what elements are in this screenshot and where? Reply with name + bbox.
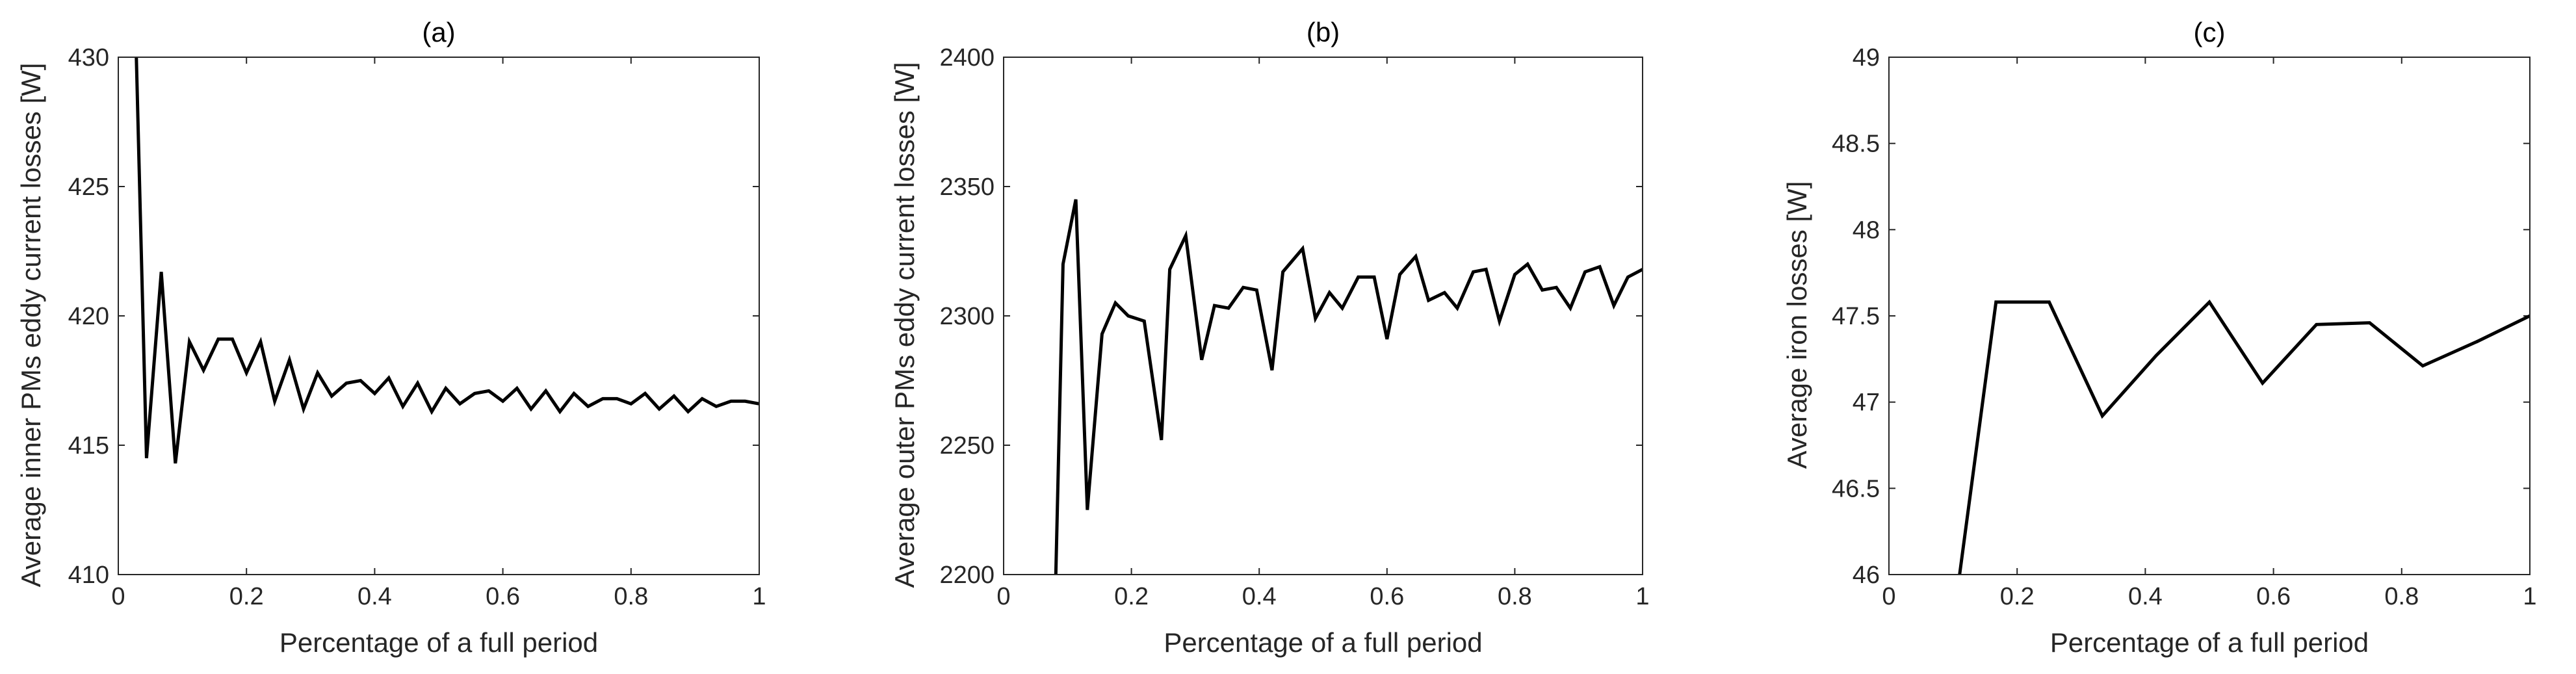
- x-tick-label: 0: [996, 583, 1010, 610]
- x-tick-label: 0: [111, 583, 125, 610]
- x-tick-label: 0.6: [1370, 583, 1404, 610]
- y-tick-label: 410: [68, 562, 109, 589]
- y-tick-label: 48: [1853, 216, 1880, 244]
- y-tick-label: 46: [1853, 562, 1880, 589]
- y-tick-label: 47.5: [1832, 303, 1880, 330]
- chart-title: (a): [422, 17, 455, 47]
- y-tick-label: 47: [1853, 389, 1880, 417]
- x-tick-label: 1: [1635, 583, 1649, 610]
- data-line: [1054, 199, 1643, 575]
- y-tick-label: 49: [1853, 44, 1880, 71]
- x-tick-label: 0.2: [2000, 583, 2035, 610]
- x-tick-label: 0.8: [1498, 583, 1532, 610]
- x-tick-label: 0.2: [229, 583, 264, 610]
- x-axis-label: Percentage of a full period: [280, 627, 598, 658]
- x-axis-label: Percentage of a full period: [1164, 627, 1482, 658]
- y-tick-label: 2300: [939, 303, 995, 330]
- x-tick-label: 0.2: [1114, 583, 1149, 610]
- x-tick-label: 0.6: [2256, 583, 2291, 610]
- x-tick-label: 0.6: [486, 583, 520, 610]
- axes-box: [118, 57, 760, 575]
- y-tick-label: 420: [68, 303, 109, 330]
- x-tick-label: 0.4: [1242, 583, 1277, 610]
- y-tick-label: 2400: [939, 44, 995, 71]
- x-tick-label: 0.4: [2128, 583, 2163, 610]
- x-tick-label: 0.8: [614, 583, 648, 610]
- axes-box: [1888, 57, 2530, 575]
- y-axis-label: Average outer PMs eddy current losses [W…: [889, 62, 920, 588]
- y-tick-label: 415: [68, 432, 109, 460]
- chart-title: (b): [1307, 17, 1340, 47]
- data-line: [135, 57, 759, 464]
- y-axis-label: Average inner PMs eddy current losses [W…: [16, 63, 46, 588]
- plot-area: [118, 57, 759, 575]
- subplot: 0 0.2 0.4 0.6 0.8 1 410 415 420 425 430 (a) Percenta…: [16, 17, 766, 658]
- chart-title: (c): [2194, 17, 2226, 47]
- x-tick-label: 1: [752, 583, 766, 610]
- plot-area: [1004, 57, 1643, 575]
- y-tick-label: 46.5: [1832, 475, 1880, 502]
- axes-box: [1003, 57, 1643, 575]
- data-line: [1958, 299, 2530, 575]
- y-tick-label: 425: [68, 174, 109, 201]
- subplot: 0 0.2 0.4 0.6 0.8 1 46 46.5 47 47.5 48 48.5 49 (c) Per…: [1782, 17, 2537, 658]
- y-axis-label: Average iron losses [W]: [1782, 181, 1812, 469]
- y-tick-label: 2250: [939, 432, 995, 460]
- y-tick-label: 430: [68, 44, 109, 71]
- x-tick-label: 0.4: [358, 583, 392, 610]
- x-axis-label: Percentage of a full period: [2050, 627, 2369, 658]
- plot-area: [1889, 57, 2530, 575]
- y-tick-label: 2200: [939, 562, 995, 589]
- y-tick-label: 2350: [939, 174, 995, 201]
- subplot: 0 0.2 0.4 0.6 0.8 1 2200 2250 2300 2350 2400 (b) Per…: [889, 17, 1650, 658]
- x-tick-label: 1: [2523, 583, 2536, 610]
- y-tick-label: 48.5: [1832, 131, 1880, 158]
- x-tick-label: 0.8: [2384, 583, 2419, 610]
- x-tick-label: 0: [1882, 583, 1895, 610]
